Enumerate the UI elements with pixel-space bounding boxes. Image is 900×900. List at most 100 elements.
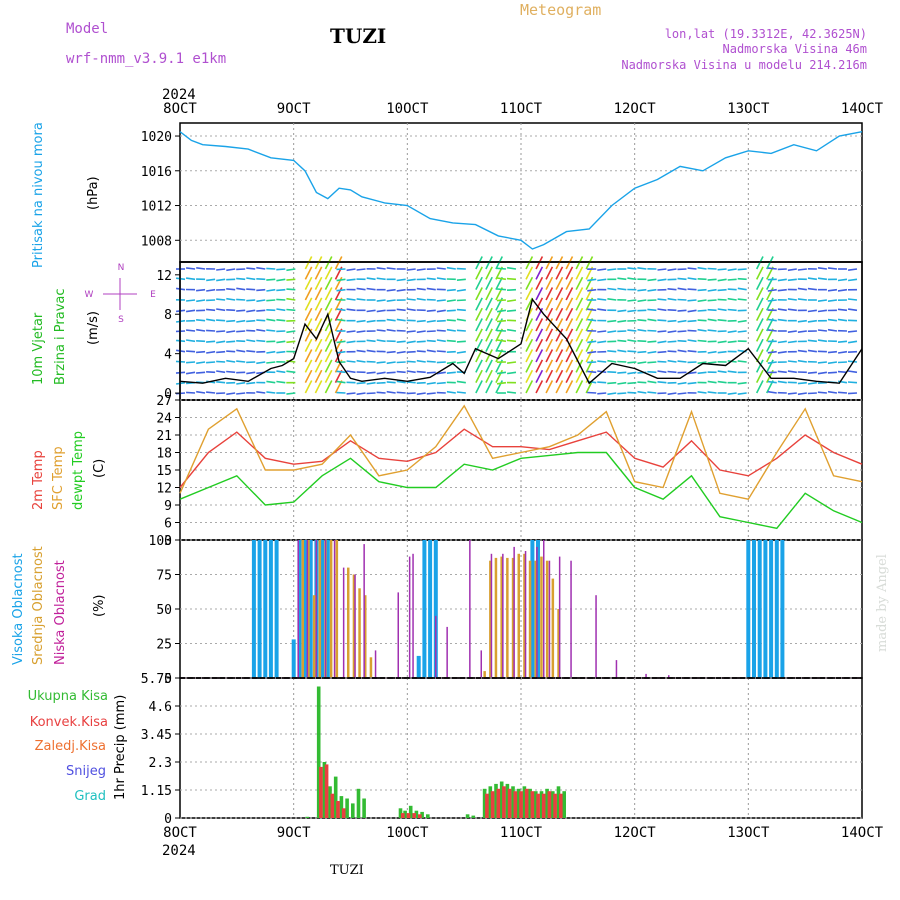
compass-s: S [118,315,124,325]
wind-arrow [356,349,366,353]
wind-arrow [506,328,517,332]
total-precip-bar [505,783,510,818]
wind-arrow [707,278,717,281]
low-cloud-bar [306,540,309,678]
wind-arrow [607,319,617,323]
wind-arrow [697,391,707,394]
wind-arrow [216,381,226,384]
wind-arrow [667,350,677,353]
station-title: TUZI [330,24,386,48]
wind-tick-label: 8 [164,308,172,323]
low-cloud-bar [668,675,670,678]
wind-arrow [416,319,426,323]
wind-arrow [717,340,727,344]
bottom-station: TUZI [330,863,364,878]
model-altitude-label: Nadmorska Visina u modelu 214.216m [621,58,867,72]
temperature-tick-label: 21 [156,429,172,444]
wind-arrow [436,277,446,281]
wind-arrow [376,277,386,281]
top-x-tick-labels: 8OCT 9OCT 10OCT 11OCT 12OCT 13OCT 14OCT [163,101,883,117]
wind-arrow [565,349,574,363]
wind-arrow [386,318,396,322]
wind-arrow [256,278,266,281]
wind-arrow [647,361,657,364]
low-cloud-bar [570,560,572,678]
wind-arrow [797,330,807,333]
low-cloud-bar [363,544,365,678]
wind-arrow [707,350,717,354]
wind-arrow [827,328,838,332]
wind-arrow [426,349,436,353]
wind-arrow [707,391,717,394]
low-cloud-bar [397,592,399,678]
total-precip-bar [322,762,327,818]
conv-precip-bar [507,788,512,818]
wind-arrow [266,391,276,394]
wind-arrow [396,288,406,292]
wind-arrow [376,309,386,313]
wind-arrow [266,309,276,312]
wind-arrow [314,359,323,373]
temp2m-line [179,428,863,488]
wind-arrow [707,288,717,292]
wind-arrow [597,360,607,363]
wind-arrow [697,299,707,303]
x-tick-label-top: 10OCT [386,101,429,117]
wind-arrow [555,338,564,353]
wind-arrow [496,381,507,385]
mid-cloud-bar [483,671,486,678]
low-cloud-bar [297,540,299,678]
wind-arrow [485,369,493,384]
wind-arrow [545,266,554,280]
wind-arrow [687,309,697,313]
wind-arrow [406,330,416,333]
wind-arrow [216,340,226,344]
wind-arrow [755,369,764,384]
wind-arrow [506,299,517,303]
wind-arrow [336,288,346,292]
wind-arrow [677,298,687,301]
wind-arrow [657,381,667,384]
x-tick-label-bottom: 10OCT [386,825,429,841]
precip-legend-item: Snijeg [66,764,106,779]
wind-arrow [436,361,446,364]
wind-arrow [406,340,416,344]
wind-arrow [356,268,366,271]
wind-arrow [797,319,807,323]
wind-arrow [314,276,323,291]
wind-arrow [817,381,827,384]
x-tick-label-bottom: 13OCT [727,825,770,841]
precip-legend-item: Konvek.Kisa [30,715,108,730]
low-cloud-bar [374,650,377,678]
model-name: wrf-nmm_v3.9.1 e1km [66,51,226,67]
wind-arrow [797,287,807,291]
wind-arrow [396,278,406,282]
wind-arrow [657,319,667,322]
wind-arrow [755,276,764,291]
wind-arrow [266,299,276,302]
wind-arrow [346,298,356,301]
wind-arrow [657,370,667,374]
total-precip-bar [351,803,355,818]
mid-cloud-bar [335,540,339,678]
wind-arrow [737,392,747,395]
wind-arrow [506,277,517,281]
wind-arrow [276,278,286,282]
wind-arrow [755,287,764,301]
wind-arrow [324,276,333,291]
compass-w: W [85,290,94,300]
wind-arrow [555,369,564,384]
altitude-label: Nadmorska Visina 46m [723,42,868,56]
wind-arrow [667,268,677,272]
wind-arrow [366,287,376,291]
wind-arrow [847,268,858,271]
wind-arrow [727,330,737,334]
wind-arrow [416,330,426,334]
wind-arrow [565,307,574,322]
wind-arrow [697,278,707,281]
wind-arrow [496,299,507,302]
wind-tick-label: 0 [164,387,172,402]
x-tick-label-top: 13OCT [727,101,770,117]
wind-arrow [475,328,483,342]
wind-arrow [506,266,517,270]
